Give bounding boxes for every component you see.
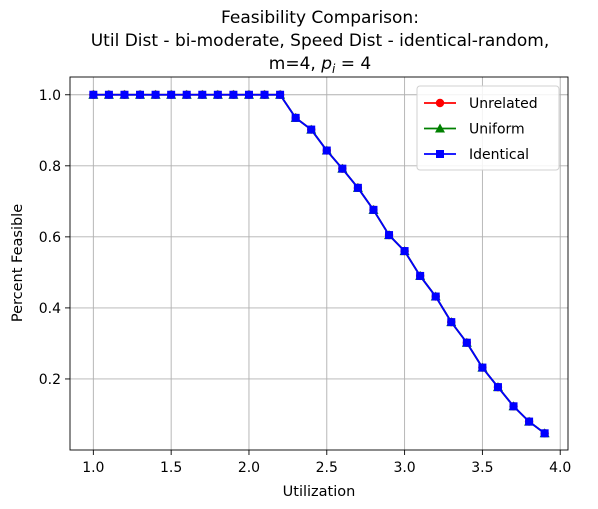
data-point-identical [120,90,129,99]
x-tick-label: 2.5 [316,460,338,476]
data-point-identical [291,113,300,122]
legend-box [416,85,560,171]
series-layer [88,89,550,438]
data-point-identical [244,90,253,99]
data-point-identical [416,271,425,280]
data-point-identical [182,90,191,99]
data-point-identical [167,90,176,99]
data-point-identical [493,383,502,392]
chart-title: Feasibility Comparison: Util Dist - bi-m… [91,8,550,76]
legend-label: Unrelated [469,96,538,112]
legend-marker [435,98,445,108]
data-point-identical [322,146,331,155]
legend-label: Identical [469,147,529,163]
y-tick-label: 0.8 [39,159,61,175]
legend-marker [435,123,445,133]
data-point-identical [369,205,378,214]
x-tick-label: 4.0 [549,460,571,476]
y-tick-label: 0.2 [39,372,61,388]
data-point-identical [400,247,409,256]
y-tick-label: 0.4 [39,301,61,317]
data-point-identical [385,231,394,240]
legend-entry-identical: Identical [424,147,529,163]
x-tick-label: 1.5 [160,460,182,476]
title-line-2: Util Dist - bi-moderate, Speed Dist - id… [91,31,550,51]
y-tick-label: 0.6 [39,230,61,246]
x-tick-label: 3.0 [393,460,415,476]
title-line-1: Feasibility Comparison: [221,8,419,28]
data-point-identical [89,90,98,99]
legend-marker [436,150,444,158]
title-math-var: p [320,54,332,74]
title-line-3-prefix: m=4, [269,54,321,74]
legend-entry-unrelated: Unrelated [424,96,538,112]
y-axis-label: Percent Feasible [10,204,26,322]
data-point-identical [525,417,534,426]
series-identical [89,90,549,438]
legend: Unrelated Uniform Identical [416,85,560,171]
legend-entry-uniform: Uniform [424,122,525,138]
data-point-identical [260,90,269,99]
data-point-identical [151,90,160,99]
title-math-rest: = 4 [335,54,371,74]
data-point-identical [213,90,222,99]
data-point-identical [509,402,518,411]
title-line-3: m=4, pi = 4 [269,54,371,76]
x-tick-label: 1.0 [82,460,104,476]
data-point-identical [229,90,238,99]
data-point-identical [136,90,145,99]
data-point-identical [104,90,113,99]
x-tick-label: 3.5 [471,460,493,476]
data-point-identical [338,164,347,173]
data-point-identical [431,292,440,301]
x-axis-label: Utilization [283,484,356,500]
data-point-identical [478,363,487,372]
title-math-sub: i [332,62,336,76]
y-tick-label: 1.0 [39,88,61,104]
legend-label: Uniform [469,122,525,138]
data-point-identical [540,429,549,438]
plot-frame [69,76,569,451]
data-point-identical [447,318,456,327]
data-point-identical [307,125,316,134]
data-point-identical [198,90,207,99]
data-point-identical [353,183,362,192]
data-point-identical [276,90,285,99]
x-tick-label: 2.0 [238,460,260,476]
axis-ticks: 1.0 1.5 2.0 2.5 3.0 3.5 4.0 0.2 0.4 0.6 0.8 1.0 [39,88,572,476]
data-point-identical [462,338,471,347]
